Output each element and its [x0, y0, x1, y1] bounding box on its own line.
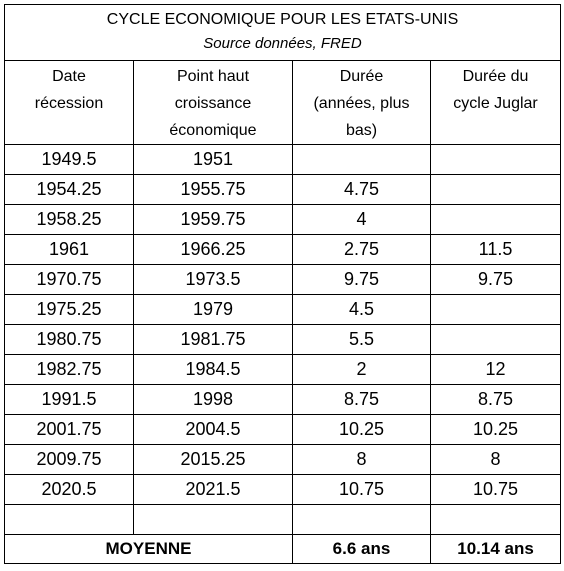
- table-cell: 1998: [133, 384, 293, 415]
- table-row: 1954.25 1955.75 4.75: [4, 174, 562, 205]
- table-cell: 10.75: [429, 474, 562, 505]
- table-row: 2001.75 2004.5 10.25 10.25: [4, 414, 562, 445]
- table-cell: 9.75: [292, 264, 431, 295]
- table-cell: [292, 144, 431, 175]
- subtitle: Source données, FRED: [203, 35, 362, 52]
- table-cell: 1954.25: [4, 174, 134, 205]
- table-row: 2020.5 2021.5 10.75 10.75: [4, 474, 562, 505]
- table-cell: 2001.75: [4, 414, 134, 445]
- table-cell: 8: [429, 444, 562, 475]
- table-row: 1980.75 1981.75 5.5: [4, 324, 562, 355]
- footer-row: MOYENNE 6.6 ans 10.14 ans: [4, 534, 562, 564]
- header-row: Date récession Point haut croissance écon…: [4, 60, 562, 145]
- table-cell: 8.75: [292, 384, 431, 415]
- column-header: Point haut croissance économique: [133, 60, 293, 145]
- table-cell: 1979: [133, 294, 293, 325]
- table-cell: 1981.75: [133, 324, 293, 355]
- table-cell: [429, 324, 562, 355]
- table-cell: 4: [292, 204, 431, 235]
- table-cell: 5.5: [292, 324, 431, 355]
- table-cell: 1980.75: [4, 324, 134, 355]
- column-header: Date récession: [4, 60, 134, 145]
- table-cell: 1984.5: [133, 354, 293, 385]
- table-cell: 9.75: [429, 264, 562, 295]
- table-cell: 1966.25: [133, 234, 293, 265]
- column-header: Durée (années, plus bas): [292, 60, 431, 145]
- table-cell: 1973.5: [133, 264, 293, 295]
- table-cell: 1959.75: [133, 204, 293, 235]
- table-cell: 1970.75: [4, 264, 134, 295]
- table-cell: [292, 504, 431, 535]
- table-cell: [429, 204, 562, 235]
- table-cell: 8.75: [429, 384, 562, 415]
- footer-juglar: 10.14 ans: [429, 534, 562, 564]
- table-cell: 8: [292, 444, 431, 475]
- footer-label: MOYENNE: [4, 534, 293, 564]
- table-row: 1975.25 1979 4.5: [4, 294, 562, 325]
- table-cell: 4.5: [292, 294, 431, 325]
- column-header: Durée du cycle Juglar: [429, 60, 562, 145]
- table-cell: [133, 504, 293, 535]
- footer-duree: 6.6 ans: [292, 534, 431, 564]
- table-cell: 1991.5: [4, 384, 134, 415]
- table-cell: [429, 294, 562, 325]
- title-cell: CYCLE ECONOMIQUE POUR LES ETATS-UNIS Sou…: [3, 4, 562, 61]
- table-cell: 2020.5: [4, 474, 134, 505]
- table-row: 1991.5 1998 8.75 8.75: [4, 384, 562, 415]
- table-row: [4, 504, 562, 535]
- table-cell: 1951: [133, 144, 293, 175]
- table-row: 1982.75 1984.5 2 12: [4, 354, 562, 385]
- table-cell: 1961: [4, 234, 134, 265]
- table-cell: 10.75: [292, 474, 431, 505]
- table-cell: 4.75: [292, 174, 431, 205]
- table-row: 1961 1966.25 2.75 11.5: [4, 234, 562, 265]
- table-cell: [429, 174, 562, 205]
- table-cell: 10.25: [429, 414, 562, 445]
- table-cell: 2.75: [292, 234, 431, 265]
- table-cell: 2004.5: [133, 414, 293, 445]
- table-cell: [4, 504, 134, 535]
- title: CYCLE ECONOMIQUE POUR LES ETATS-UNIS: [106, 11, 459, 28]
- table-cell: [429, 504, 562, 535]
- table-cell: 10.25: [292, 414, 431, 445]
- table-row: 1949.5 1951: [4, 144, 562, 175]
- table-cell: [429, 144, 562, 175]
- table-cell: 12: [429, 354, 562, 385]
- table-cell: 2: [292, 354, 431, 385]
- table-cell: 1955.75: [133, 174, 293, 205]
- table-cell: 1982.75: [4, 354, 134, 385]
- table-cell: 1958.25: [4, 204, 134, 235]
- cycle-table: CYCLE ECONOMIQUE POUR LES ETATS-UNIS Sou…: [3, 4, 562, 564]
- table-cell: 2021.5: [133, 474, 293, 505]
- table-row: 1958.25 1959.75 4: [4, 204, 562, 235]
- table-row: 1970.75 1973.5 9.75 9.75: [4, 264, 562, 295]
- table-cell: 1975.25: [4, 294, 134, 325]
- table-cell: 11.5: [429, 234, 562, 265]
- table-body: 1949.5 1951 1954.25 1955.75 4.75 1958.25 1959.…: [4, 144, 562, 564]
- table-row: 2009.75 2015.25 8 8: [4, 444, 562, 475]
- table-cell: 2015.25: [133, 444, 293, 475]
- table-cell: 2009.75: [4, 444, 134, 475]
- table-cell: 1949.5: [4, 144, 134, 175]
